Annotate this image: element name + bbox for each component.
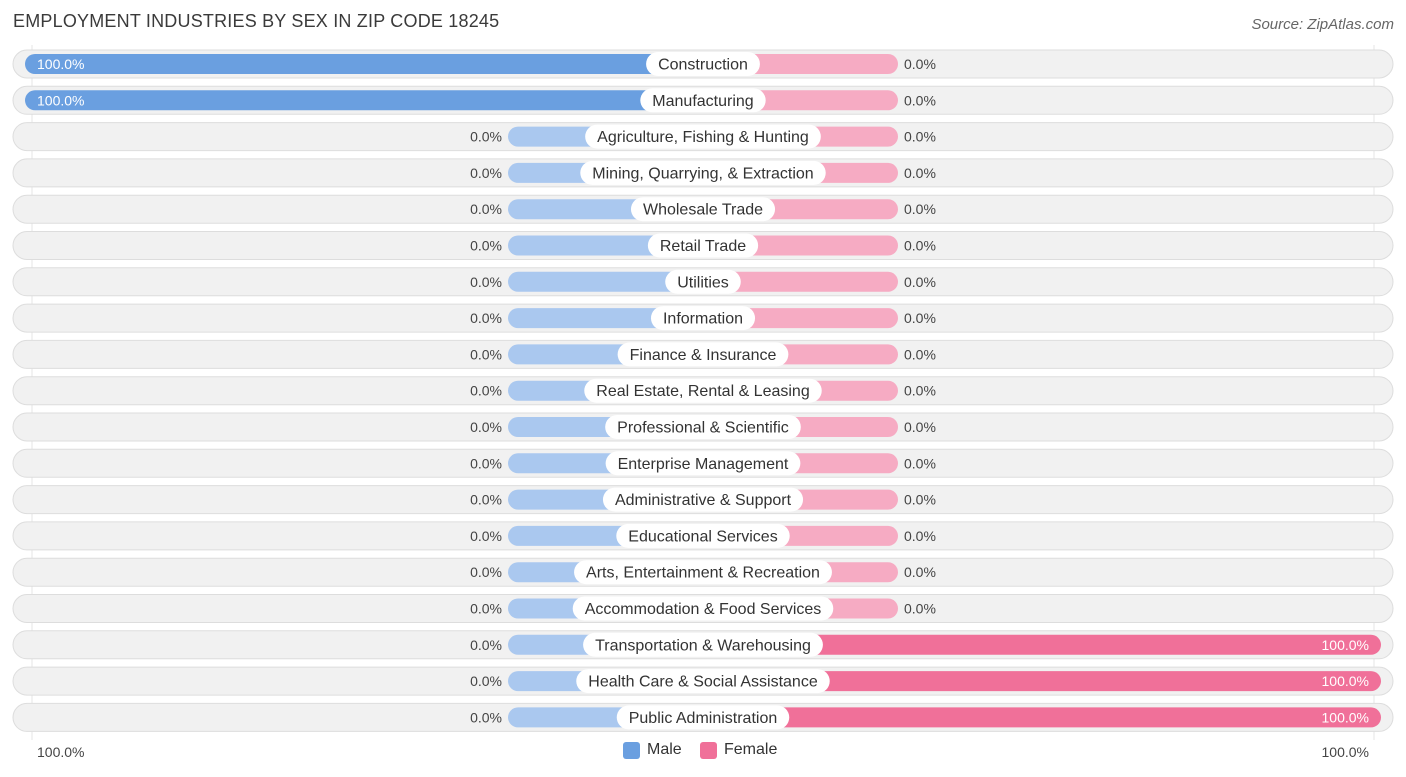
- male-value-label: 0.0%: [470, 201, 502, 217]
- female-value-label: 0.0%: [904, 419, 936, 435]
- category-label: Administrative & Support: [615, 492, 792, 509]
- legend-female: Female: [700, 741, 777, 759]
- male-value-label: 100.0%: [37, 56, 84, 72]
- male-value-label: 100.0%: [37, 92, 84, 108]
- category-label-pill: [580, 160, 826, 185]
- category-label: Retail Trade: [660, 238, 746, 255]
- category-label-pill: [630, 197, 776, 222]
- female-value-label: 0.0%: [904, 601, 936, 617]
- female-value-label: 0.0%: [904, 455, 936, 471]
- category-label: Enterprise Management: [618, 456, 789, 473]
- male-value-label: 0.0%: [470, 310, 502, 326]
- category-label-pill: [576, 669, 830, 694]
- male-value-label: 0.0%: [470, 129, 502, 145]
- female-value-label: 0.0%: [904, 201, 936, 217]
- category-label: Public Administration: [629, 710, 778, 727]
- male-value-label: 0.0%: [470, 419, 502, 435]
- category-label: Professional & Scientific: [617, 420, 789, 437]
- category-label-pill: [605, 415, 801, 439]
- female-value-label: 0.0%: [904, 310, 936, 326]
- source-credit: Source: ZipAtlas.com: [1251, 16, 1394, 33]
- category-label: Accommodation & Food Services: [585, 601, 822, 618]
- female-value-label: 0.0%: [904, 129, 936, 145]
- female-value-label: 0.0%: [904, 346, 936, 362]
- legend-male-swatch: [623, 741, 640, 759]
- male-value-label: 0.0%: [470, 274, 502, 290]
- category-label-pill: [646, 52, 760, 76]
- male-value-label: 0.0%: [470, 673, 502, 689]
- category-label: Finance & Insurance: [630, 347, 777, 364]
- legend-female-label: Female: [724, 741, 778, 758]
- female-value-label: 0.0%: [904, 238, 936, 254]
- category-label-pill: [665, 269, 741, 294]
- category-label-pill: [583, 632, 823, 657]
- category-label: Wholesale Trade: [643, 202, 763, 219]
- axis-right-label: 100.0%: [1321, 744, 1369, 760]
- male-value-label: 0.0%: [470, 165, 502, 181]
- category-label-pill: [572, 596, 834, 621]
- female-bar: [703, 634, 1381, 655]
- female-bar: [703, 671, 1381, 692]
- category-label-pill: [647, 233, 759, 258]
- female-value-label: 100.0%: [1322, 637, 1369, 653]
- category-label: Transportation & Warehousing: [595, 637, 811, 654]
- male-value-label: 0.0%: [470, 709, 502, 725]
- category-label: Health Care & Social Assistance: [588, 674, 818, 691]
- male-value-label: 0.0%: [470, 492, 502, 508]
- category-label-pill: [640, 88, 766, 113]
- female-value-label: 100.0%: [1322, 709, 1369, 725]
- female-value-label: 0.0%: [904, 165, 936, 181]
- female-value-label: 0.0%: [904, 528, 936, 544]
- category-label-pill: [616, 705, 790, 730]
- female-value-label: 0.0%: [904, 492, 936, 508]
- female-bar: [703, 707, 1381, 728]
- category-label: Mining, Quarrying, & Extraction: [592, 165, 813, 182]
- female-bar: [703, 271, 898, 292]
- female-value-label: 0.0%: [904, 56, 936, 72]
- category-label: Manufacturing: [652, 93, 753, 110]
- category-label-pill: [605, 451, 801, 476]
- male-value-label: 0.0%: [470, 238, 502, 254]
- male-bar: [25, 54, 703, 74]
- legend-female-swatch: [700, 741, 717, 759]
- category-label: Agriculture, Fishing & Hunting: [597, 129, 809, 146]
- category-label-pill: [650, 306, 756, 331]
- category-label: Construction: [658, 57, 748, 74]
- category-label-pill: [617, 342, 789, 367]
- category-label-pill: [574, 560, 832, 585]
- female-value-label: 0.0%: [904, 92, 936, 108]
- category-label: Educational Services: [628, 528, 777, 545]
- legend: Male Female: [0, 741, 1406, 765]
- category-label: Arts, Entertainment & Recreation: [586, 565, 820, 582]
- legend-male: Male: [623, 741, 682, 759]
- chart-title: EMPLOYMENT INDUSTRIES BY SEX IN ZIP CODE…: [13, 11, 500, 31]
- category-label-pill: [602, 487, 804, 512]
- legend-male-label: Male: [647, 741, 682, 758]
- male-value-label: 0.0%: [470, 455, 502, 471]
- male-value-label: 0.0%: [470, 564, 502, 580]
- male-value-label: 0.0%: [470, 601, 502, 617]
- diverging-bar-chart: Construction 100.0% 0.0% Manufacturing 100.0…: [12, 45, 1394, 740]
- axis-left-label: 100.0%: [37, 744, 85, 760]
- male-bar: [25, 90, 703, 111]
- category-label: Information: [663, 311, 743, 328]
- category-label: Real Estate, Rental & Leasing: [596, 383, 809, 400]
- male-value-label: 0.0%: [470, 346, 502, 362]
- category-label-pill: [616, 523, 790, 548]
- female-value-label: 100.0%: [1322, 673, 1369, 689]
- category-label: Utilities: [677, 274, 729, 291]
- male-value-label: 0.0%: [470, 637, 502, 653]
- female-value-label: 0.0%: [904, 383, 936, 399]
- male-value-label: 0.0%: [470, 383, 502, 399]
- category-label-pill: [585, 124, 821, 149]
- male-value-label: 0.0%: [470, 528, 502, 544]
- female-value-label: 0.0%: [904, 564, 936, 580]
- male-bar: [508, 271, 703, 292]
- female-value-label: 0.0%: [904, 274, 936, 290]
- category-label-pill: [584, 378, 822, 403]
